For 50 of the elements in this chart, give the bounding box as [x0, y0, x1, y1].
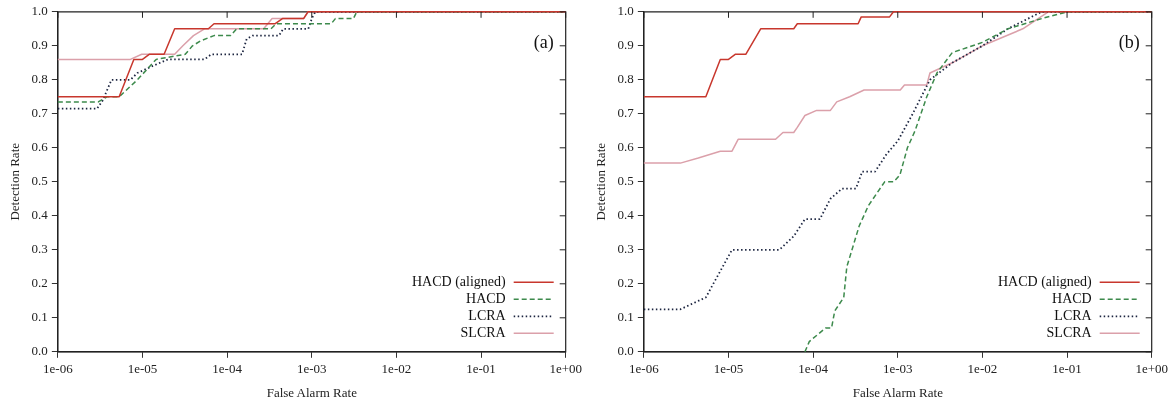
y-tick-label: 0.4: [31, 207, 49, 223]
x-axis-title: False Alarm Rate: [266, 384, 358, 400]
y-tick-label: 1.0: [31, 3, 48, 19]
x-axis-title: False Alarm Rate: [852, 384, 944, 400]
x-tick-label: 1e-03: [296, 361, 327, 377]
legend-label: SLCRA: [1046, 324, 1093, 340]
legend-label: HACD (aligned): [998, 273, 1093, 290]
x-tick-label: 1e-06: [43, 361, 74, 377]
y-tick-label: 0.2: [617, 275, 634, 291]
x-tick-label: 1e-04: [212, 361, 243, 377]
x-tick-label: 1e-05: [127, 361, 158, 377]
y-tick-label: 0.1: [31, 309, 48, 325]
x-tick-label: 1e-01: [1052, 361, 1082, 377]
y-tick-label: 0.6: [617, 139, 635, 155]
y-tick-label: 1.0: [617, 3, 634, 19]
legend-label: SLCRA: [460, 324, 507, 340]
legend-label: HACD (aligned): [412, 273, 507, 290]
y-axis-title: Detection Rate: [593, 142, 609, 221]
y-axis-title: Detection Rate: [7, 142, 23, 221]
x-tick-label: 1e-03: [882, 361, 913, 377]
y-tick-label: 0.3: [31, 241, 48, 257]
y-tick-label: 0.0: [617, 343, 634, 359]
x-tick-label: 1e-01: [466, 361, 496, 377]
y-tick-label: 0.3: [617, 241, 634, 257]
y-tick-label: 0.5: [31, 173, 48, 189]
legend-label: HACD: [466, 290, 506, 306]
x-tick-label: 1e-06: [629, 361, 660, 377]
legend-label: LCRA: [468, 307, 507, 323]
y-tick-label: 0.9: [31, 37, 48, 53]
y-tick-label: 0.1: [617, 309, 634, 325]
y-tick-label: 0.8: [31, 71, 48, 87]
annotation: (a): [533, 31, 554, 53]
x-tick-label: 1e-02: [381, 361, 412, 377]
x-tick-label: 1e-04: [798, 361, 829, 377]
y-tick-label: 0.0: [31, 343, 48, 359]
annotation: (b): [1118, 31, 1140, 53]
x-tick-label: 1e+00: [549, 361, 582, 377]
y-tick-label: 0.2: [31, 275, 48, 291]
y-tick-label: 0.7: [31, 105, 49, 121]
x-tick-label: 1e+00: [1135, 361, 1168, 377]
y-tick-label: 0.8: [617, 71, 634, 87]
x-tick-label: 1e-05: [713, 361, 744, 377]
x-tick-label: 1e-02: [967, 361, 998, 377]
y-tick-label: 0.6: [31, 139, 49, 155]
y-tick-label: 0.5: [617, 173, 634, 189]
y-tick-label: 0.9: [617, 37, 634, 53]
y-tick-label: 0.4: [617, 207, 635, 223]
y-tick-label: 0.7: [617, 105, 635, 121]
legend-label: HACD: [1052, 290, 1092, 306]
legend-label: LCRA: [1054, 307, 1093, 323]
